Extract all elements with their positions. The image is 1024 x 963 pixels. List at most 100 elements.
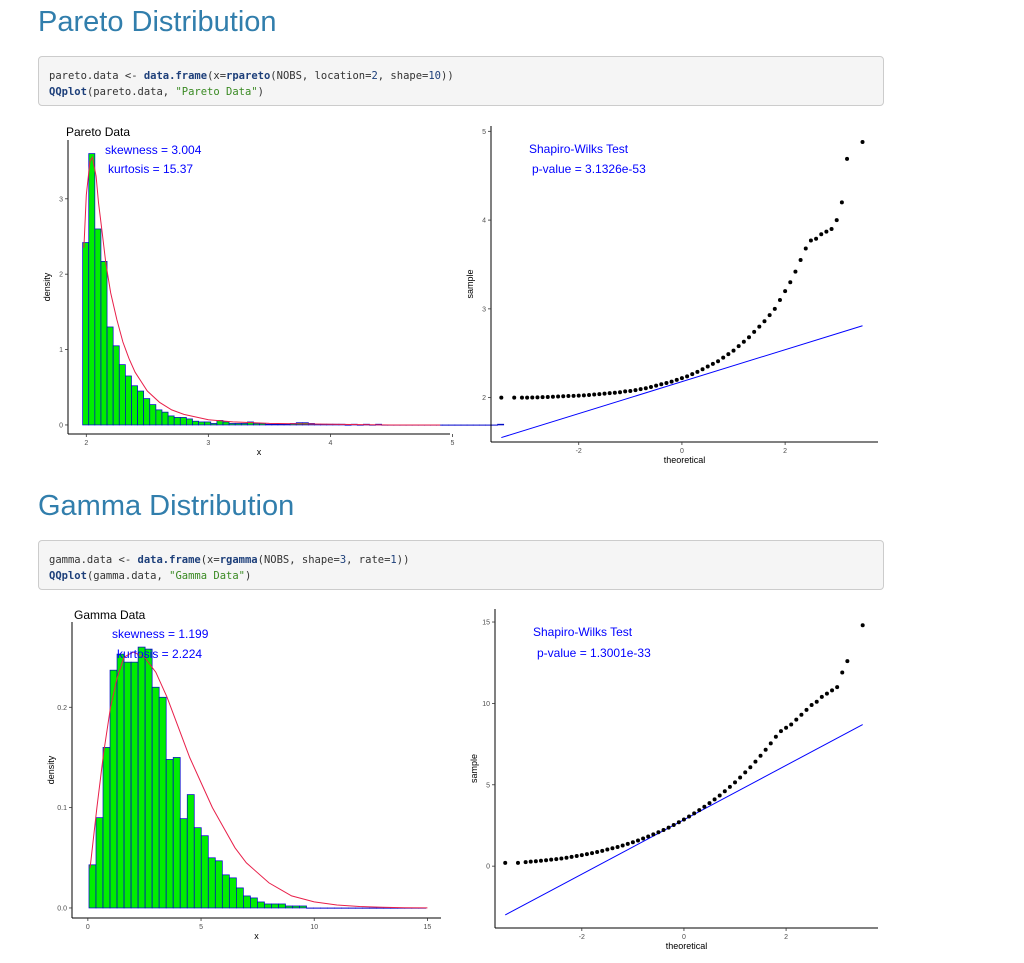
qq-point	[515, 860, 520, 865]
x-axis-title: theoretical	[664, 455, 706, 465]
qq-point	[630, 840, 635, 845]
x-tick-label: 5	[199, 924, 203, 931]
code-token: (gamma.data,	[86, 570, 170, 582]
histogram-bar	[82, 242, 90, 426]
density-curve	[83, 155, 441, 426]
qq-point	[819, 694, 824, 699]
qq-point	[638, 387, 643, 392]
qq-point	[679, 376, 684, 381]
code-token: <-	[112, 554, 138, 566]
histogram-bar	[192, 420, 199, 426]
y-tick-label: 2	[59, 272, 63, 279]
code-token: ))	[441, 70, 454, 82]
y-tick-label: 5	[486, 782, 490, 789]
x-tick-label: 10	[310, 924, 318, 931]
qq-point	[618, 390, 622, 395]
qq-point	[839, 200, 844, 205]
y-axis-title: sample	[465, 269, 475, 298]
shapiro-wilks-label: Shapiro-Wilks Test	[533, 625, 633, 639]
qq-point	[574, 854, 579, 859]
code-token: rpareto	[226, 70, 271, 82]
qq-point	[545, 394, 550, 399]
qq-point	[685, 374, 690, 379]
code-token: QQplot	[49, 570, 87, 582]
qq-point	[681, 817, 686, 822]
qq-point	[700, 367, 705, 372]
code-token: "Pareto Data"	[175, 86, 258, 98]
qq-point	[830, 688, 835, 693]
x-tick-label: 4	[328, 440, 332, 447]
qq-point	[550, 394, 555, 399]
qq-point	[571, 393, 576, 398]
qq-point	[600, 848, 605, 853]
qq-point	[556, 394, 561, 399]
code-token: (NOBS, location=	[270, 70, 372, 82]
shapiro-wilks-label: Shapiro-Wilks Test	[529, 142, 629, 156]
qq-point	[835, 685, 840, 690]
qq-point	[712, 797, 717, 802]
qq-point	[519, 395, 524, 400]
histogram-bar	[207, 857, 216, 909]
qq-point	[727, 784, 732, 789]
code-token: (x=	[200, 554, 220, 566]
qq-point	[566, 394, 571, 399]
x-tick-label: -2	[576, 448, 582, 455]
histogram-bar	[221, 874, 230, 909]
histogram-bar	[277, 423, 285, 426]
histogram-bar	[193, 827, 202, 909]
gamma-qq-plot: -2 0 2 0 5 10 15 theoretical sample Shapiro-Wilks…	[469, 609, 878, 951]
y-tick-label: 2	[482, 395, 486, 402]
qq-point	[752, 329, 757, 334]
qq-point	[540, 395, 545, 400]
qq-point	[716, 359, 721, 364]
qq-point	[743, 770, 748, 775]
y-tick-label: 5	[482, 129, 486, 136]
code-token: 2	[371, 70, 378, 82]
code-block-pareto: pareto.data <- data.frame(x=rpareto(NOBS…	[38, 56, 884, 106]
histogram-bar	[198, 421, 206, 426]
histogram-bar	[271, 903, 279, 909]
x-tick-label: 2	[783, 448, 787, 455]
qq-point	[717, 793, 722, 798]
histogram-bar	[106, 326, 114, 426]
histogram-bar	[137, 646, 146, 909]
qq-point	[804, 707, 809, 712]
qq-point	[767, 313, 772, 318]
histogram-bar	[112, 345, 120, 426]
qq-point	[564, 855, 569, 860]
code-line: QQplot(pareto.data, "Pareto Data")	[49, 84, 873, 100]
kurtosis-label: kurtosis = 15.37	[108, 162, 193, 176]
histogram-bar	[285, 905, 293, 909]
qq-point	[783, 289, 788, 294]
qq-point	[726, 352, 731, 357]
histogram-bar	[88, 864, 97, 909]
qq-point	[710, 361, 715, 366]
qq-point	[845, 156, 850, 161]
histogram-bar	[253, 423, 260, 426]
code-token: ))	[396, 554, 410, 566]
qq-point	[499, 395, 504, 400]
histogram-bar	[131, 385, 138, 426]
histogram-bar	[210, 423, 218, 426]
histogram-bar	[278, 903, 286, 909]
qq-point	[525, 395, 530, 400]
code-token: "Gamma Data"	[169, 570, 245, 582]
qq-point	[773, 734, 778, 739]
qq-point	[590, 851, 595, 856]
qq-point	[763, 747, 768, 752]
histogram-bar	[265, 423, 273, 426]
code-token: 3	[339, 554, 347, 566]
histogram-bar	[100, 261, 108, 426]
qq-point	[597, 392, 602, 397]
code-token: 10	[428, 70, 442, 82]
histogram-bar	[130, 661, 139, 909]
histogram-bar	[186, 418, 193, 426]
qq-point	[633, 388, 638, 393]
x-axis-title: x	[254, 931, 259, 941]
qq-point	[549, 857, 554, 862]
code-line: gamma.data <- data.frame(x=rgamma(NOBS, …	[49, 552, 873, 568]
qq-point	[641, 836, 646, 841]
skewness-label: skewness = 1.199	[112, 627, 209, 641]
y-tick-label: 4	[482, 218, 486, 225]
qq-point	[664, 380, 669, 385]
